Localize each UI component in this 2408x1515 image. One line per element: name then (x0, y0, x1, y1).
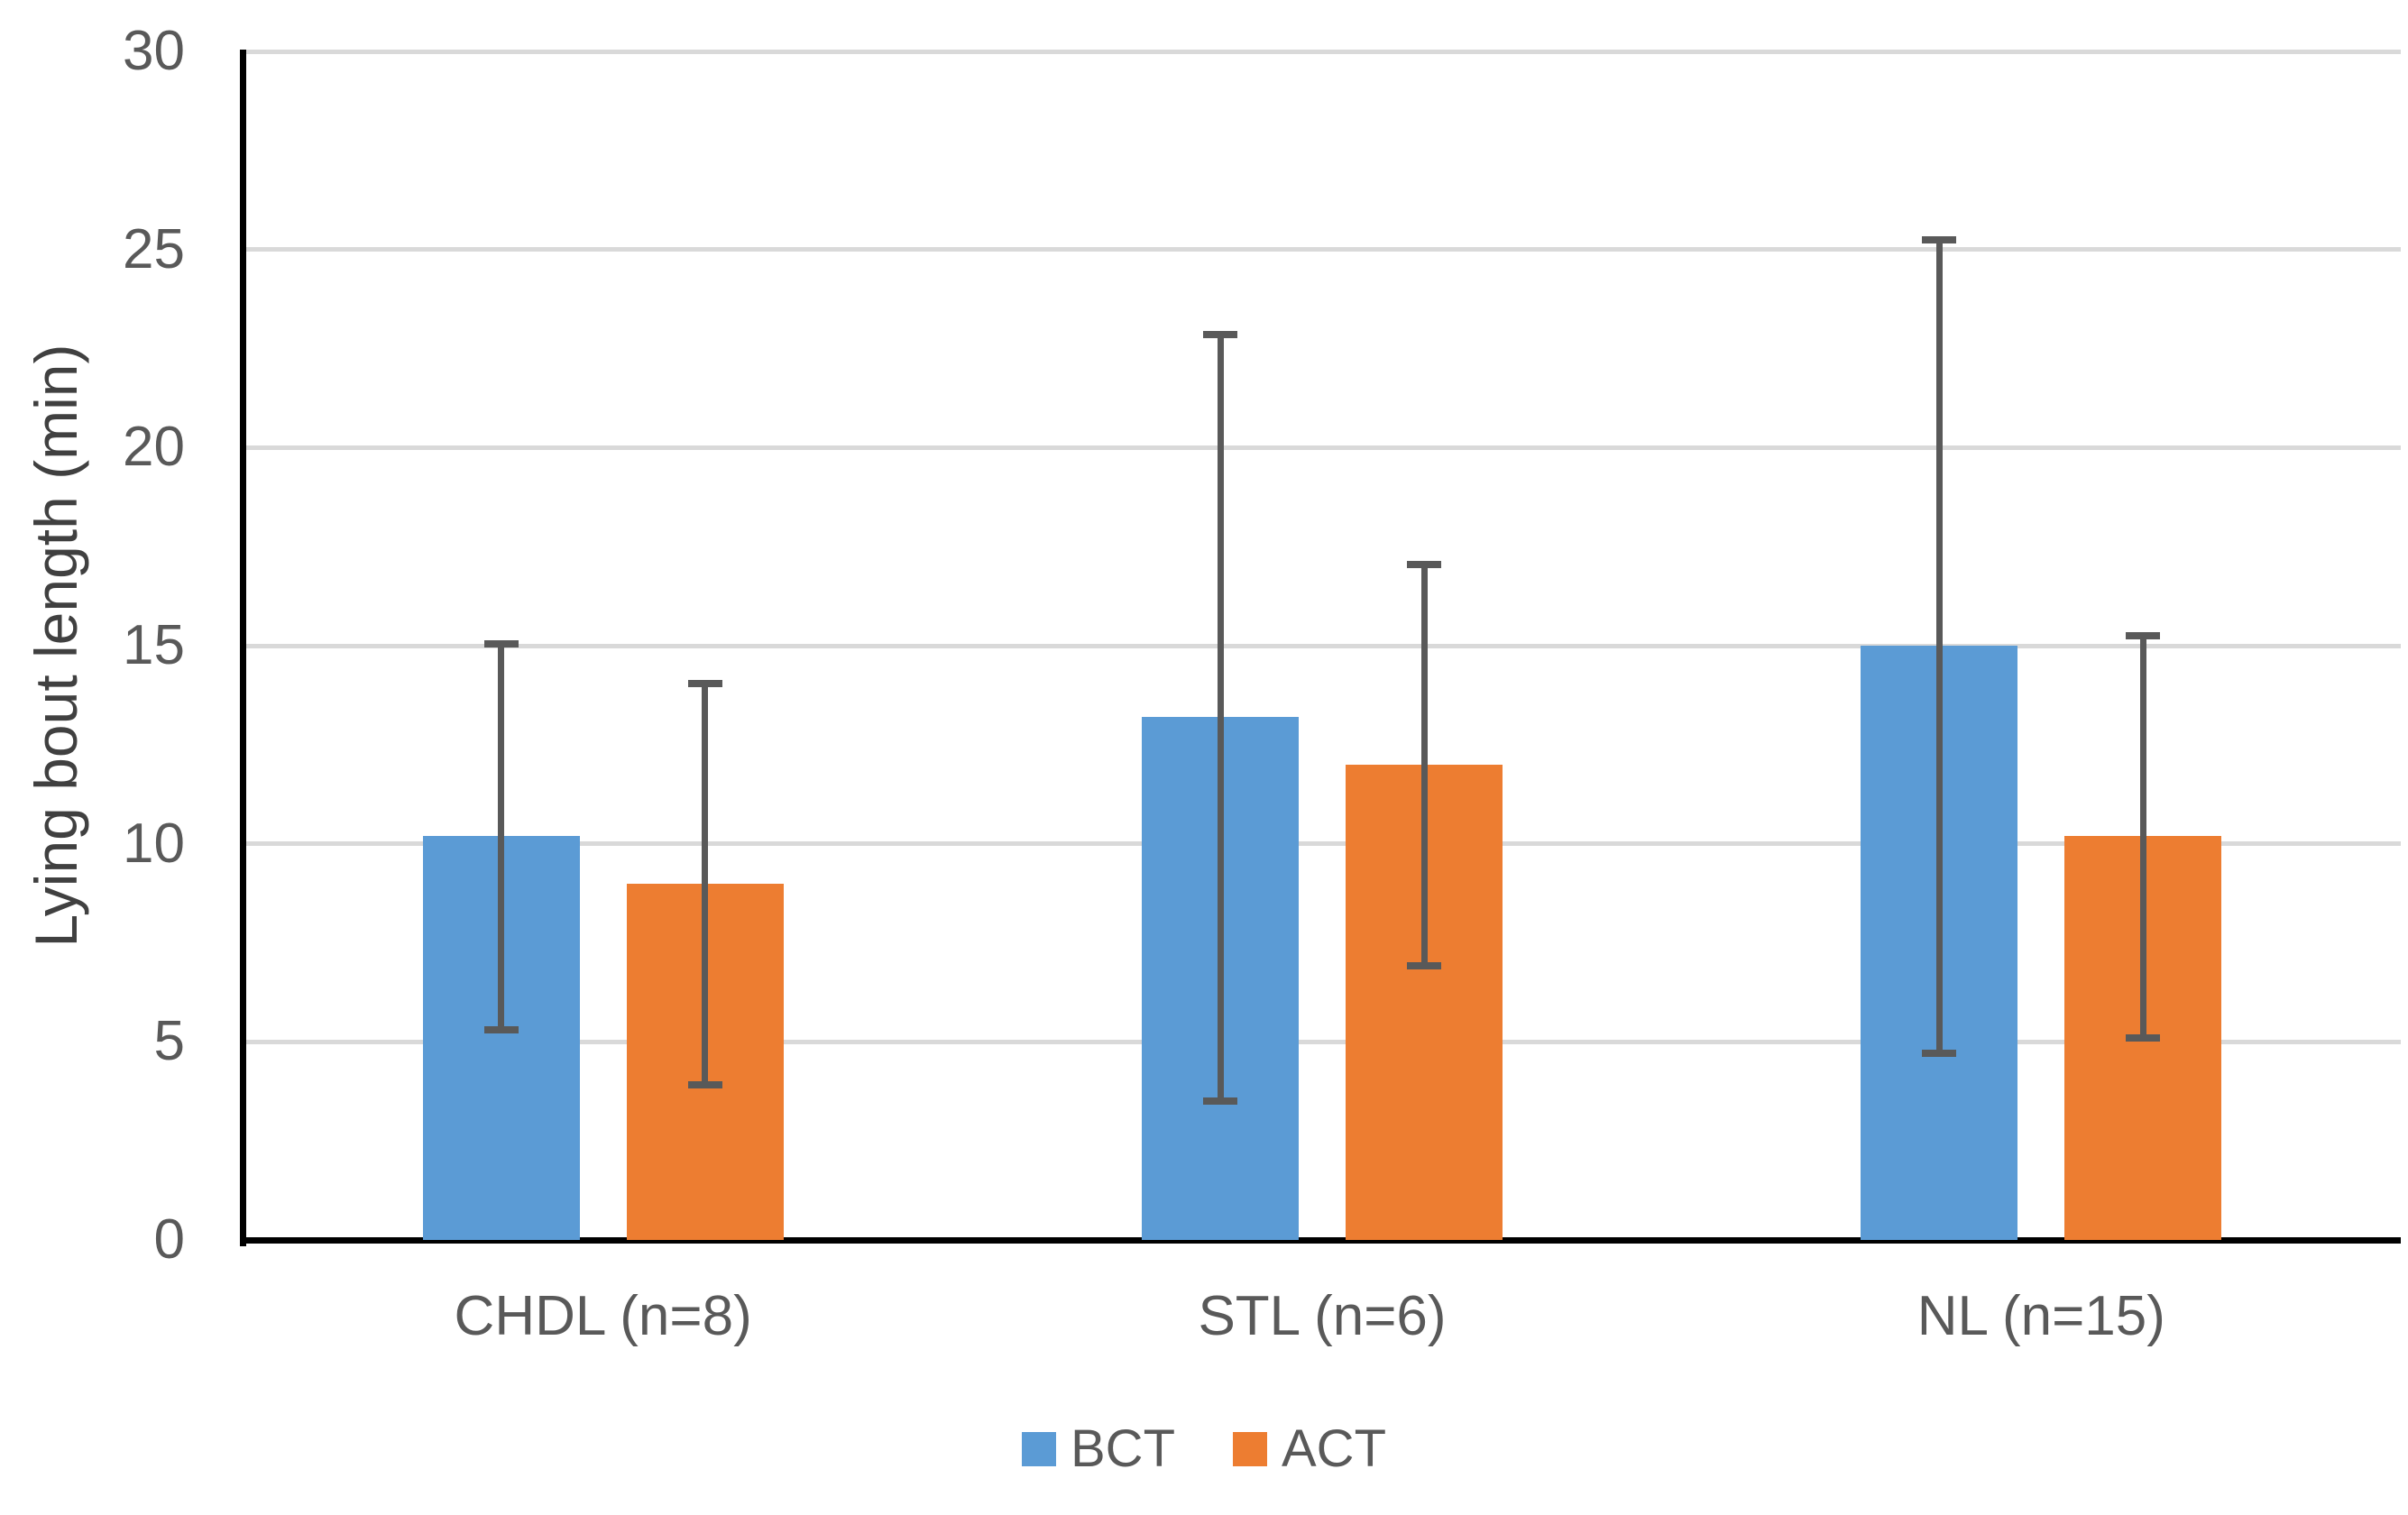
y-tick-label: 5 (153, 1010, 185, 1073)
y-gridline (244, 841, 2401, 847)
error-bar-cap-bottom (1203, 1097, 1237, 1105)
error-bar-cap-top (1922, 235, 1957, 243)
legend-swatch-bct (1022, 1432, 1056, 1466)
x-category-label: NL (n=15) (1916, 1285, 2165, 1347)
error-bar-line (498, 646, 505, 1026)
error-bar-line (702, 684, 709, 1082)
y-gridline (244, 49, 2401, 54)
legend-label-act: ACT (1282, 1419, 1386, 1478)
error-bar-cap-bottom (483, 1025, 519, 1033)
error-bar-line (1217, 336, 1224, 1097)
x-category-label: CHDL (n=8) (454, 1285, 752, 1347)
error-bar-line (1420, 566, 1428, 963)
legend-label-bct: BCT (1071, 1419, 1175, 1478)
legend-swatch-act (1233, 1432, 1267, 1466)
y-tick-label: 30 (123, 20, 185, 82)
error-bar-cap-top (483, 640, 519, 647)
error-bar-cap-top (2126, 632, 2161, 640)
y-tick-label: 10 (123, 812, 185, 875)
y-tick-label: 0 (153, 1208, 185, 1271)
x-axis-line (240, 1237, 2401, 1244)
legend-item-act: ACT (1233, 1423, 1386, 1475)
y-gridline (244, 643, 2401, 648)
error-bar-line (2139, 638, 2146, 1034)
y-axis-line (240, 50, 246, 1246)
error-bar-cap-top (687, 679, 722, 687)
legend: BCT ACT (0, 1423, 2408, 1475)
y-tick-label: 25 (123, 217, 185, 280)
error-bar-cap-bottom (687, 1081, 722, 1089)
y-tick-label: 20 (123, 416, 185, 479)
legend-item-bct: BCT (1022, 1423, 1175, 1475)
y-tick-label: 15 (123, 614, 185, 676)
y-gridline (244, 445, 2401, 450)
error-bar-line (1935, 241, 1943, 1051)
error-bar-cap-bottom (1407, 962, 1441, 970)
error-bar-cap-top (1407, 561, 1441, 569)
error-bar-cap-top (1203, 331, 1237, 339)
y-gridline (244, 247, 2401, 252)
x-category-label: STL (n=6) (1198, 1285, 1447, 1347)
y-gridline (244, 1039, 2401, 1044)
error-bar-cap-bottom (1922, 1050, 1957, 1058)
error-bar-cap-bottom (2126, 1033, 2161, 1042)
